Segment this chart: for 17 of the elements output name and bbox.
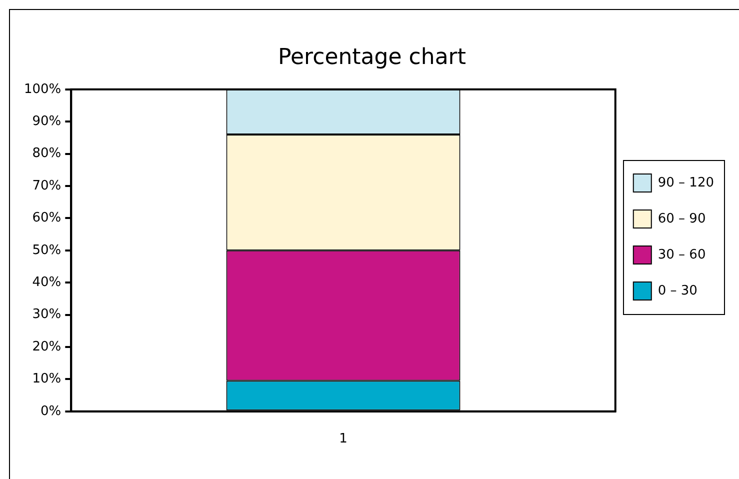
y-tick-label: 80% <box>32 146 62 162</box>
y-tick-label: 20% <box>32 339 62 354</box>
x-tick-label: 1 <box>339 432 348 447</box>
y-tick-label: 10% <box>32 372 62 387</box>
y-tick-label: 70% <box>32 178 62 194</box>
y-tick-label: 60% <box>32 210 62 226</box>
y-tick-label: 100% <box>24 82 62 97</box>
legend-label: 30 – 60 <box>658 247 706 262</box>
legend-label: 90 – 120 <box>658 175 714 190</box>
y-tick-label: 40% <box>32 274 62 290</box>
y-tick-label: 0% <box>40 404 62 419</box>
y-tick-label: 30% <box>32 307 62 322</box>
chart-title: Percentage chart <box>278 44 466 70</box>
y-tick-label: 50% <box>32 242 62 258</box>
legend-label: 0 – 30 <box>658 283 698 298</box>
y-tick-label: 90% <box>32 114 62 129</box>
legend-label: 60 – 90 <box>658 211 706 226</box>
